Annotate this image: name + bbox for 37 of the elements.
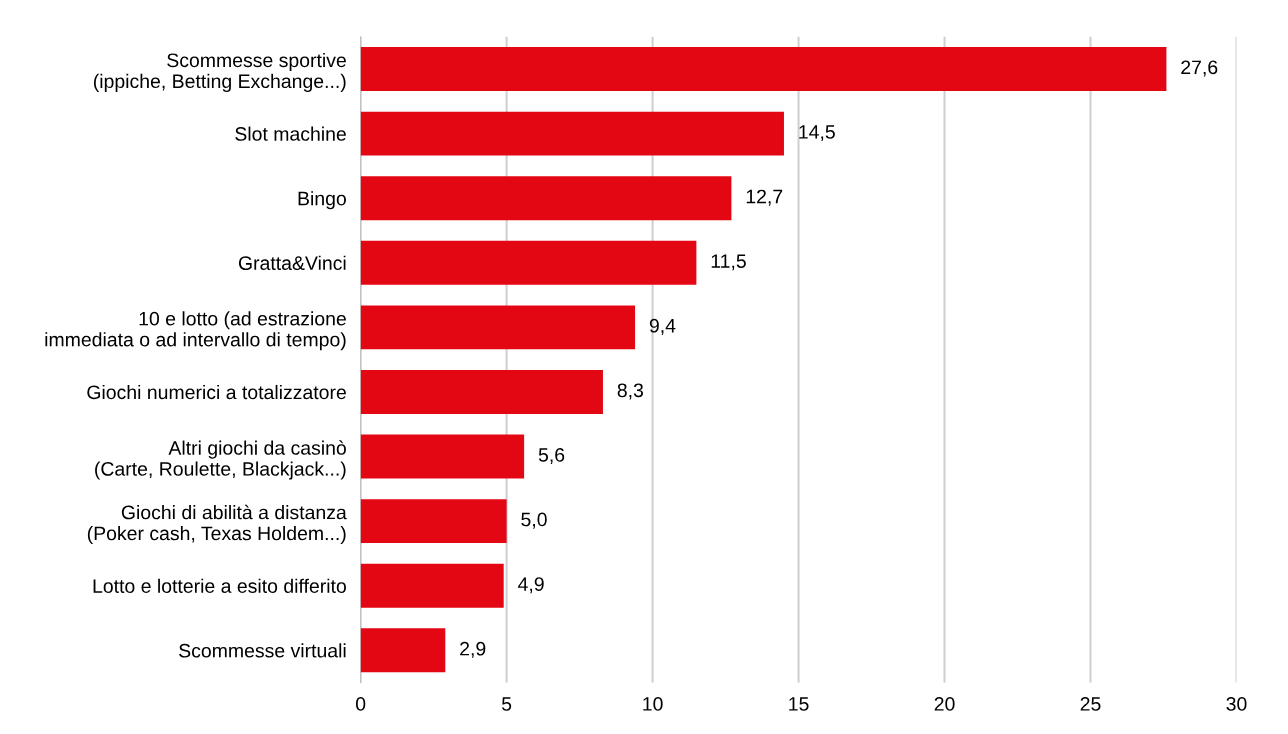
- y-tick-label: Giochi numerici a totalizzatore: [87, 384, 346, 400]
- data-label: 5,0: [521, 512, 547, 529]
- y-tick-label: Slot machine: [235, 126, 346, 141]
- data-label: 12,7: [746, 189, 783, 206]
- bar: [360, 563, 504, 608]
- bar: [360, 434, 525, 479]
- data-label: 8,3: [617, 383, 644, 400]
- bar: [360, 47, 1167, 91]
- y-tick-label: Giochi di abilità a distanza (Poker cash, Texas Holdem...): [87, 504, 347, 545]
- data-label: 11,5: [711, 254, 746, 271]
- y-tick-label: Gratta&Vinci: [238, 255, 346, 271]
- bar: [360, 305, 636, 350]
- y-tick-label: Scommesse virtuali: [179, 643, 346, 658]
- y-tick-label: 10 e lotto (ad estrazione immediata o ad intervallo di tempo): [45, 311, 346, 351]
- bar: [360, 176, 732, 221]
- bar: [360, 111, 784, 156]
- data-label: 9,4: [649, 318, 676, 335]
- x-tick-label: 0: [355, 697, 366, 711]
- x-tick-label: 30: [1226, 697, 1247, 711]
- bar: [360, 369, 603, 414]
- x-tick-label: 15: [789, 697, 809, 711]
- x-tick-label: 25: [1080, 697, 1101, 711]
- y-tick-label: Lotto e lotterie a esito differito: [93, 578, 346, 593]
- y-tick-label: Bingo: [298, 191, 346, 210]
- x-tick-label: 20: [934, 697, 955, 711]
- bar: [360, 499, 507, 544]
- bar: [360, 240, 697, 285]
- data-label: 27,6: [1181, 60, 1218, 77]
- data-label: 5,6: [538, 448, 565, 465]
- bar: [360, 628, 446, 673]
- data-label: 2,9: [460, 641, 486, 658]
- x-tick-label: 10: [643, 697, 663, 711]
- y-tick-label: Scommesse sportive (ippiche, Betting Exchange...): [93, 52, 346, 92]
- data-label: 14,5: [799, 125, 835, 142]
- x-tick-label: 5: [501, 697, 512, 711]
- data-label: 4,9: [518, 577, 544, 594]
- y-tick-label: Altri giochi da casinò (Carte, Roulette, Blackjack...): [95, 440, 346, 480]
